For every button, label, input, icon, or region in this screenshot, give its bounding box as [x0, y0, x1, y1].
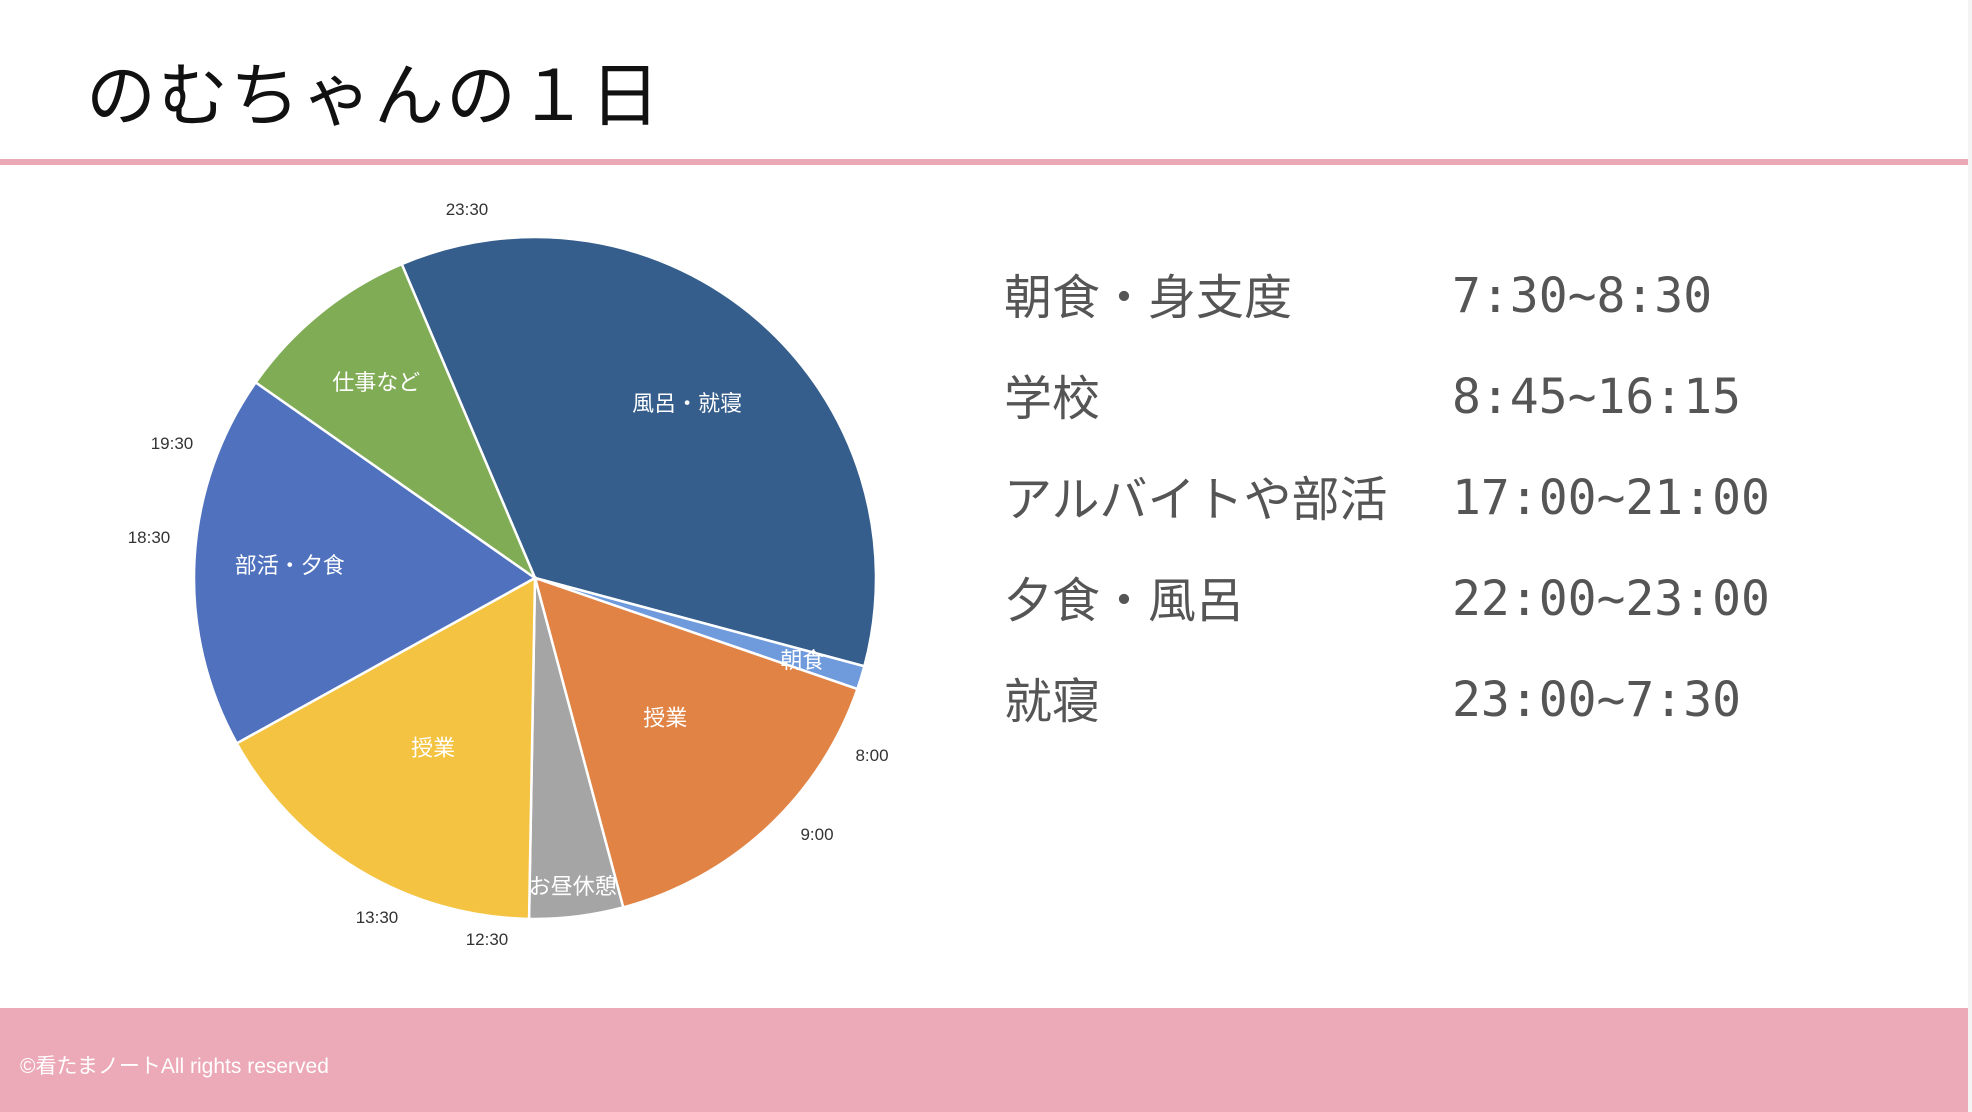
slice-label: 朝食 [780, 649, 824, 674]
schedule-time: 8:45~16:15 [1452, 369, 1741, 425]
slice-label: 授業 [411, 737, 455, 762]
slice-label: 風呂・就寝 [632, 392, 742, 417]
schedule-time: 17:00~21:00 [1452, 470, 1770, 526]
pie-slice [192, 380, 538, 746]
title-divider [0, 159, 1968, 165]
slice-label: 仕事など [332, 371, 420, 396]
schedule-row: 夕食・風呂 22:00~23:00 [1004, 561, 1904, 662]
time-tick-label: 13:30 [356, 908, 399, 927]
pie-slice [400, 235, 878, 668]
schedule-activity: 夕食・風呂 [1004, 573, 1245, 629]
time-tick-label: 18:30 [128, 528, 171, 547]
schedule-row: アルバイトや部活 17:00~21:00 [1004, 460, 1904, 561]
schedule-row: 就寝 23:00~7:30 [1004, 662, 1904, 763]
time-tick-label: 23:30 [446, 200, 489, 219]
copyright-text: ©看たまノートAll rights reserved [20, 1055, 329, 1078]
footer: ©看たまノートAll rights reserved [0, 1008, 1968, 1112]
time-tick-label: 12:30 [466, 930, 509, 949]
page-title: のむちゃんの１日 [86, 55, 662, 137]
schedule-list: 朝食・身支度 7:30~8:30 学校 8:45~16:15 アルバイトや部活 … [1004, 258, 1904, 763]
schedule-time: 7:30~8:30 [1452, 268, 1713, 324]
schedule-activity: 学校 [1004, 371, 1101, 427]
schedule-activity: アルバイトや部活 [1004, 472, 1388, 528]
slice-label: お昼休憩 [529, 875, 617, 900]
slide-edge [1968, 0, 1972, 1112]
schedule-row: 朝食・身支度 7:30~8:30 [1004, 258, 1904, 359]
pie-slice [235, 575, 537, 921]
time-tick-label: 9:00 [800, 825, 833, 844]
schedule-row: 学校 8:45~16:15 [1004, 359, 1904, 460]
schedule-time: 23:00~7:30 [1452, 672, 1741, 728]
time-tick-label: 19:30 [151, 434, 194, 453]
schedule-activity: 朝食・身支度 [1004, 270, 1293, 326]
schedule-time: 22:00~23:00 [1452, 571, 1770, 627]
time-tick-label: 8:00 [855, 746, 888, 765]
slice-label: 授業 [643, 707, 687, 732]
pie-slice [533, 576, 860, 909]
pie-slice [253, 262, 538, 582]
schedule-activity: 就寝 [1004, 674, 1101, 730]
slice-label: 部活・夕食 [235, 554, 345, 579]
